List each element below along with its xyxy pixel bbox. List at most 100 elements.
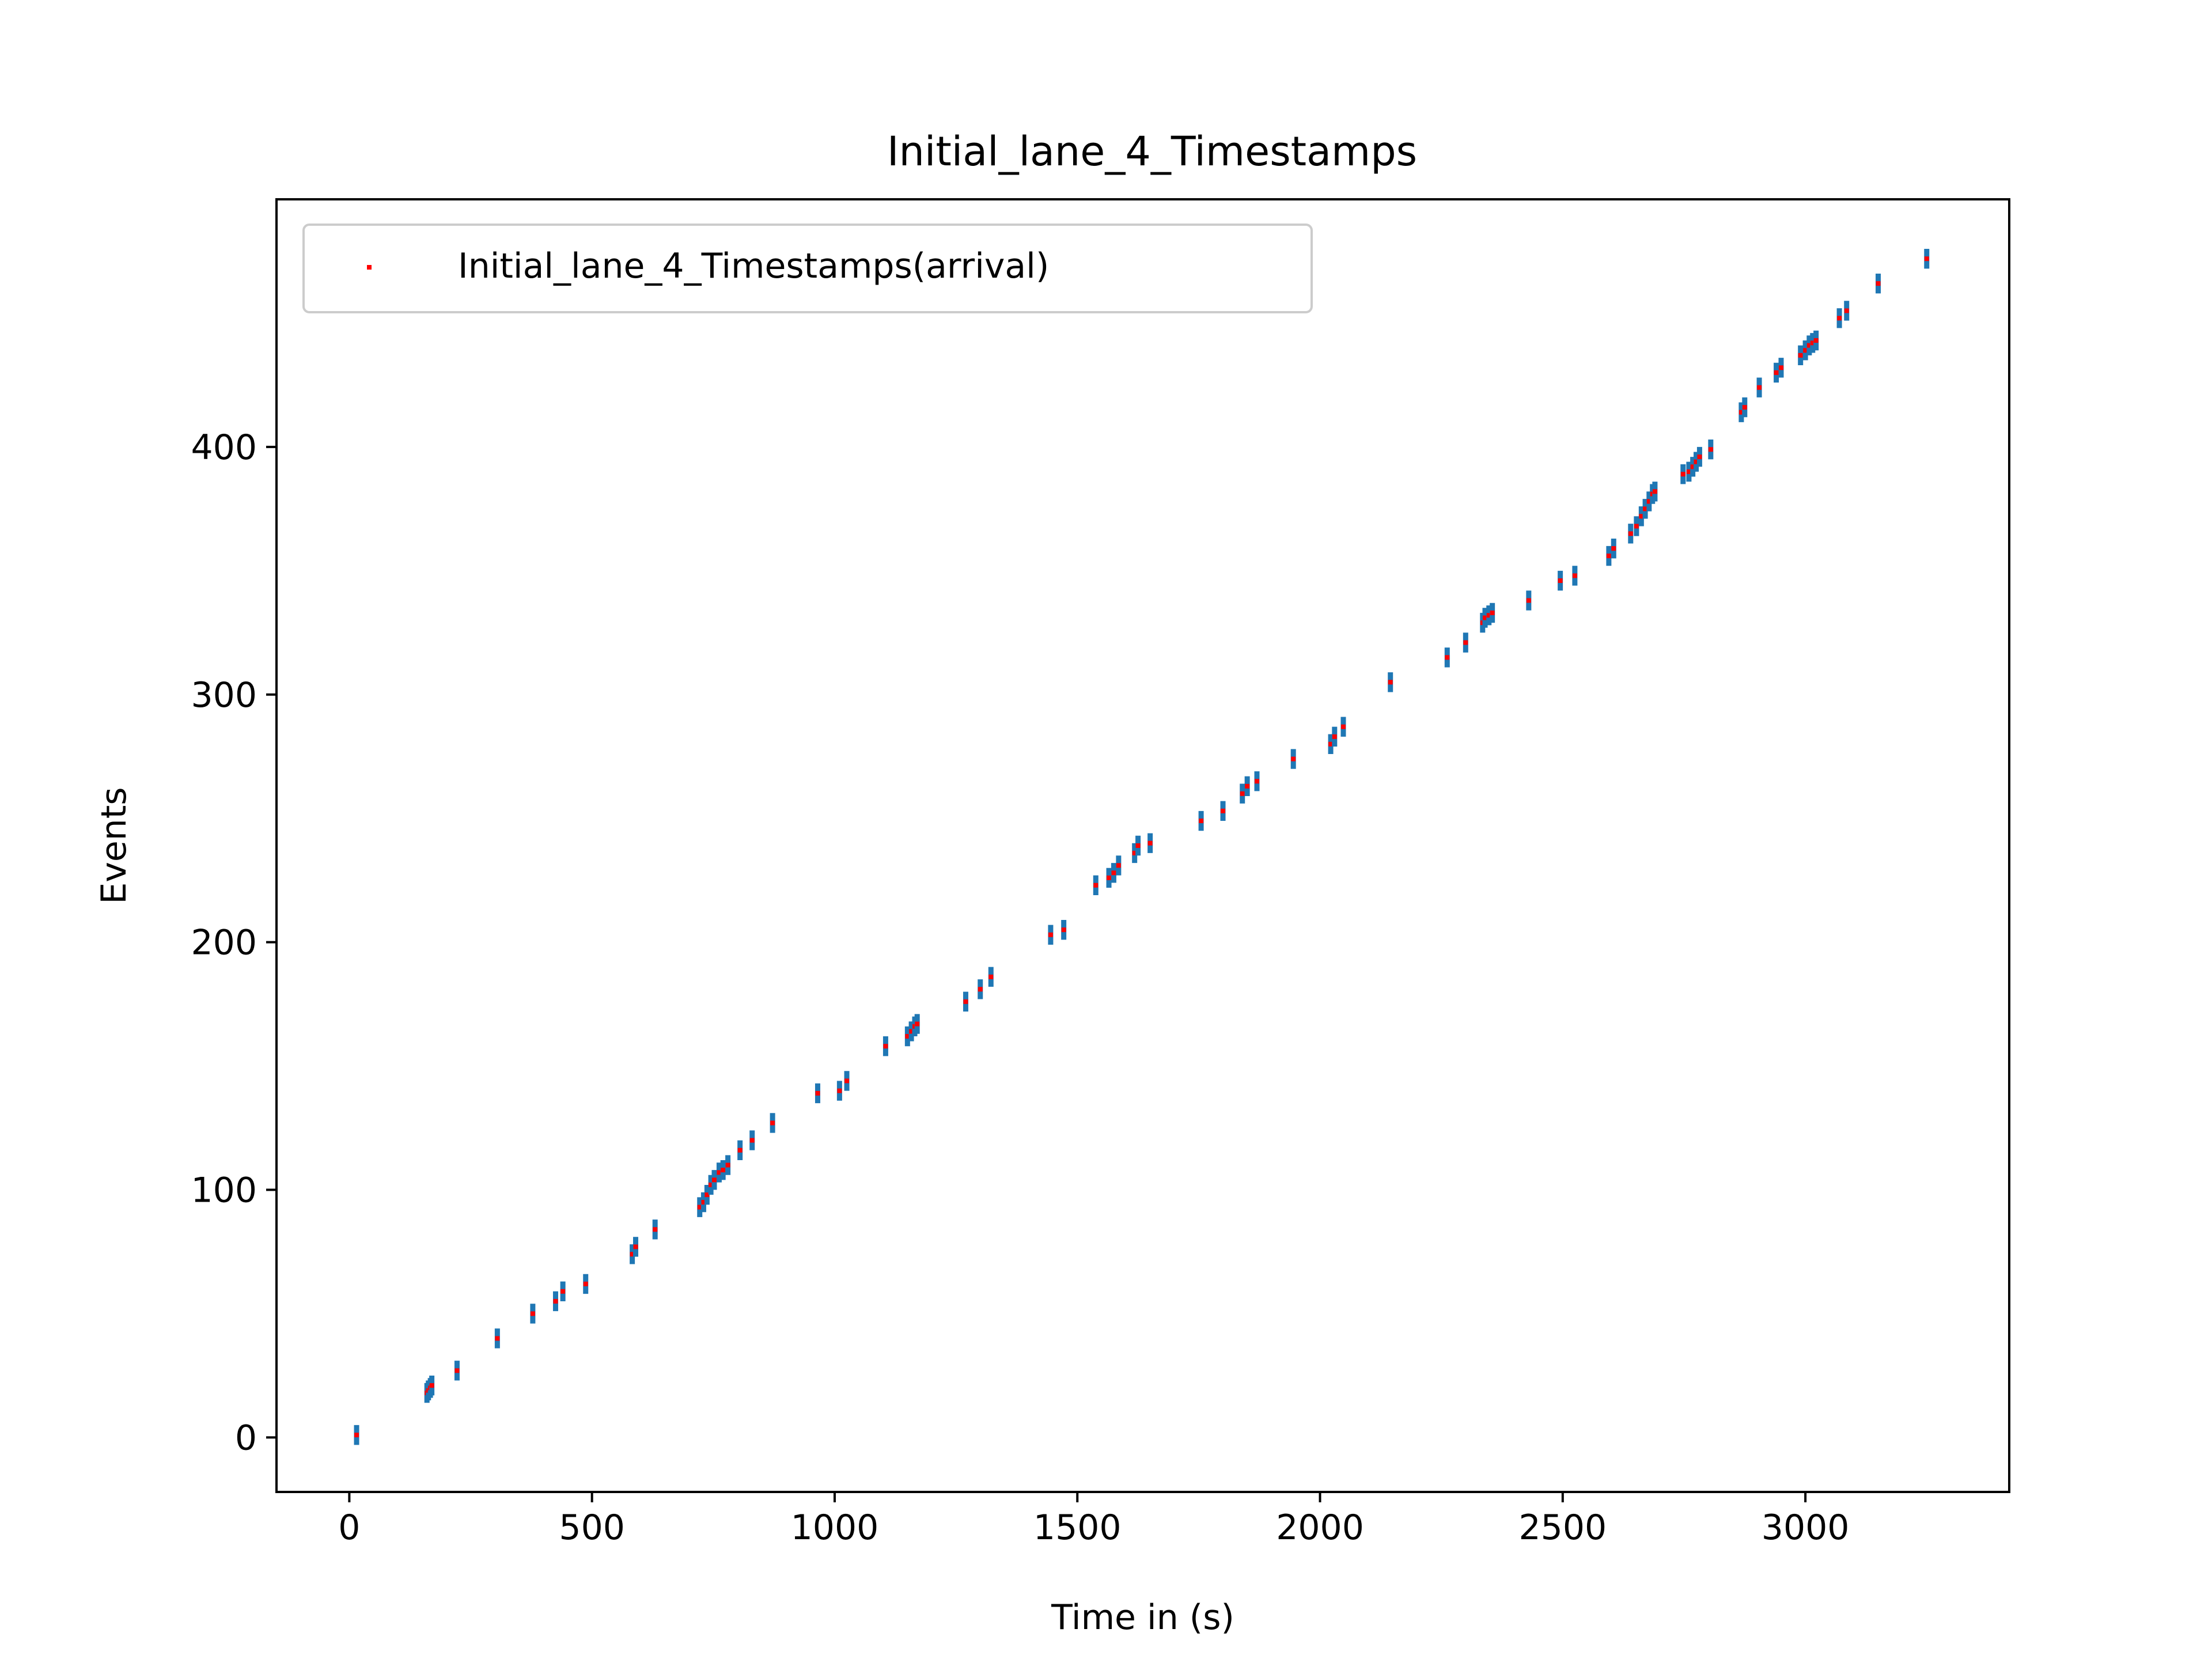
event-point bbox=[1646, 499, 1652, 504]
event-point bbox=[1107, 875, 1112, 880]
event-point bbox=[1572, 573, 1577, 578]
event-point bbox=[429, 1383, 434, 1388]
event-point bbox=[1806, 343, 1812, 348]
event-point bbox=[653, 1227, 658, 1232]
event-point bbox=[1483, 615, 1488, 620]
event-point bbox=[883, 1044, 888, 1049]
event-point bbox=[1061, 927, 1066, 933]
event-point bbox=[1116, 863, 1121, 868]
event-point bbox=[1694, 459, 1699, 464]
event-point bbox=[1652, 489, 1657, 494]
event-point bbox=[725, 1162, 730, 1168]
event-point bbox=[354, 1433, 359, 1438]
x-tick-label: 2000 bbox=[1276, 1508, 1364, 1548]
event-point bbox=[1240, 791, 1245, 796]
event-point bbox=[1810, 340, 1815, 346]
event-point bbox=[553, 1298, 558, 1304]
event-point bbox=[1611, 546, 1616, 551]
event-point bbox=[1490, 610, 1495, 615]
y-tick-label: 0 bbox=[235, 1418, 257, 1458]
event-point bbox=[721, 1168, 726, 1173]
event-point bbox=[1486, 613, 1491, 618]
event-point bbox=[770, 1120, 775, 1126]
axes: 0 500 1000 1500 2000 2500 3000 0 100 200 300 400 bbox=[191, 427, 1849, 1548]
event-point bbox=[1221, 808, 1226, 813]
event-point bbox=[1876, 281, 1881, 286]
event-point bbox=[844, 1078, 850, 1084]
event-point bbox=[1690, 464, 1695, 469]
x-tick-label: 1000 bbox=[791, 1508, 879, 1548]
plot-area bbox=[354, 248, 1930, 1445]
x-tick-label: 1500 bbox=[1033, 1508, 1122, 1548]
x-tick-label: 0 bbox=[338, 1508, 360, 1548]
event-point bbox=[978, 987, 983, 992]
x-tick-label: 3000 bbox=[1762, 1508, 1850, 1548]
event-point bbox=[1558, 578, 1563, 584]
event-point bbox=[1340, 724, 1346, 729]
event-point bbox=[1111, 870, 1116, 876]
event-point bbox=[915, 1021, 920, 1027]
event-point bbox=[1606, 554, 1611, 559]
event-point bbox=[1135, 843, 1141, 848]
event-point bbox=[1093, 882, 1099, 888]
event-point bbox=[704, 1192, 710, 1198]
event-point bbox=[530, 1311, 535, 1316]
event-point bbox=[1813, 338, 1819, 343]
event-point bbox=[737, 1147, 743, 1153]
legend-box bbox=[302, 224, 1313, 313]
event-point bbox=[701, 1200, 706, 1205]
x-axis-label: Time in (s) bbox=[1051, 1597, 1234, 1638]
event-point bbox=[815, 1090, 820, 1096]
y-tick-label: 400 bbox=[191, 427, 257, 468]
event-point bbox=[1628, 531, 1633, 536]
event-point bbox=[1680, 472, 1685, 477]
event-point bbox=[1634, 524, 1639, 529]
event-point bbox=[909, 1029, 914, 1034]
event-point bbox=[712, 1177, 717, 1183]
event-point bbox=[1686, 469, 1691, 474]
event-point bbox=[1837, 316, 1842, 321]
event-point bbox=[1803, 348, 1808, 353]
event-point bbox=[1199, 819, 1204, 824]
event-point bbox=[1328, 741, 1334, 747]
event-point bbox=[1445, 655, 1450, 660]
event-point bbox=[1774, 370, 1779, 375]
event-point bbox=[1332, 734, 1337, 739]
event-point bbox=[1291, 756, 1296, 762]
event-point bbox=[1388, 680, 1393, 685]
event-point bbox=[1147, 840, 1153, 846]
event-point bbox=[1132, 850, 1137, 855]
event-point bbox=[630, 1252, 635, 1257]
event-point bbox=[583, 1281, 588, 1286]
event-point bbox=[717, 1170, 722, 1175]
event-point bbox=[1738, 410, 1744, 415]
event-point bbox=[560, 1289, 566, 1294]
legend-marker bbox=[367, 265, 372, 270]
event-point bbox=[749, 1138, 755, 1143]
event-point bbox=[1708, 447, 1713, 452]
event-point bbox=[697, 1205, 702, 1210]
y-tick-label: 200 bbox=[191, 923, 257, 963]
event-point bbox=[1757, 385, 1762, 390]
legend-label: Initial_lane_4_Timestamps(arrival) bbox=[458, 246, 1049, 286]
event-point bbox=[1697, 454, 1702, 460]
event-point bbox=[1924, 256, 1929, 262]
event-point bbox=[495, 1336, 500, 1341]
event-point bbox=[633, 1244, 638, 1249]
event-point bbox=[1526, 598, 1531, 603]
event-point bbox=[1463, 640, 1468, 645]
legend: Initial_lane_4_Timestamps(arrival) bbox=[302, 224, 1313, 313]
event-point bbox=[1643, 506, 1648, 512]
y-tick-label: 300 bbox=[191, 675, 257, 715]
event-point bbox=[1245, 783, 1250, 789]
x-tick-label: 500 bbox=[559, 1508, 625, 1548]
event-point bbox=[709, 1182, 714, 1187]
event-point bbox=[1742, 405, 1747, 410]
event-point bbox=[963, 999, 968, 1004]
event-point bbox=[1798, 353, 1803, 358]
event-point bbox=[1639, 514, 1644, 519]
y-tick-label: 100 bbox=[191, 1171, 257, 1211]
event-point bbox=[905, 1034, 910, 1039]
event-point bbox=[1255, 779, 1260, 784]
